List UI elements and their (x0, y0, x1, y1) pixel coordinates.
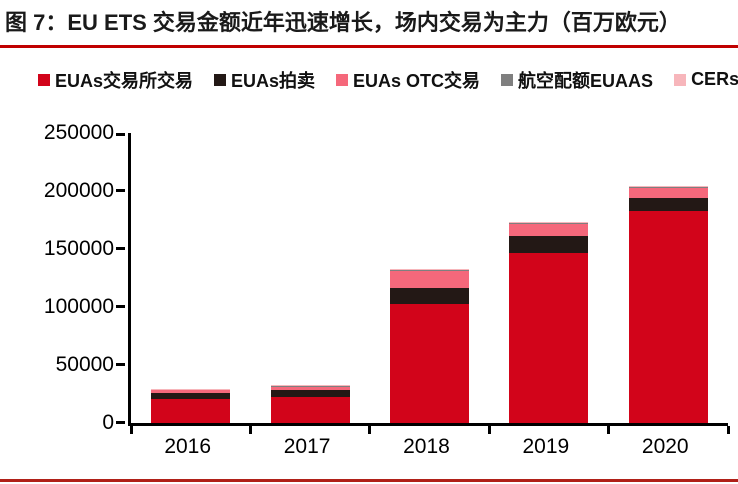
legend-label: CERs (691, 69, 738, 90)
legend-swatch-icon (501, 73, 514, 86)
bar-segment (628, 185, 708, 188)
bar-column-2017 (250, 385, 369, 423)
y-axis-label: 0 (102, 411, 114, 435)
legend-item: EUAs拍卖 (214, 67, 315, 93)
legend-swatch-icon (336, 73, 349, 86)
chart-plot (128, 132, 730, 434)
x-axis-label: 2016 (164, 434, 212, 458)
bar-segment (628, 187, 708, 199)
bar-segment (628, 198, 708, 212)
bar-segment (389, 270, 469, 289)
bar-segment (270, 397, 350, 423)
bar-segment (509, 222, 589, 224)
bar-segment (389, 304, 469, 423)
figure-bottom-rule (0, 479, 738, 482)
y-axis-label: 50000 (55, 353, 114, 377)
legend-label: 航空配额EUAAS (518, 70, 654, 91)
x-axis-tick (607, 425, 611, 434)
stacked-bar-2019 (509, 222, 589, 423)
bar-column-2019 (489, 222, 608, 423)
bar-segment (151, 393, 231, 399)
x-axis-tick (368, 425, 372, 434)
stacked-bar-2020 (628, 185, 708, 423)
y-axis-tick (116, 305, 125, 309)
legend-swatch-icon (214, 73, 227, 86)
x-axis-label: 2017 (283, 434, 331, 458)
x-axis-tick (129, 425, 133, 434)
bar-segment (389, 288, 469, 305)
bar-segment (151, 389, 231, 391)
legend-swatch-icon (38, 73, 50, 86)
bar-segment (270, 390, 350, 398)
x-axis-label: 2019 (522, 434, 570, 458)
y-axis-label: 150000 (43, 237, 114, 261)
legend-item: EUAs交易所交易 (38, 67, 193, 93)
x-axis-label: 2018 (403, 434, 450, 458)
bar-segment (509, 223, 589, 236)
bar-segment (151, 390, 231, 394)
bar-segment (270, 386, 350, 391)
figure-title: 图 7：EU ETS 交易金额近年迅速增长，场内交易为主力（百万欧元） (0, 0, 738, 48)
bar-segment (389, 269, 469, 271)
bar-segment (509, 253, 589, 423)
bar-segment (151, 398, 231, 423)
stacked-bar-2017 (270, 385, 350, 423)
chart-area: 0 50000 100000 150000 200000 250000 (44, 122, 730, 434)
legend-item: 航空配额EUAAS (501, 67, 653, 93)
x-axis-tick (487, 425, 491, 434)
bar-segment (270, 385, 350, 387)
y-axis-tick (116, 189, 125, 193)
y-axis-label: 100000 (43, 295, 114, 319)
bar-segment (509, 235, 589, 254)
bar-segment (628, 211, 708, 423)
y-axis-tick (116, 421, 125, 425)
bar-column-2018 (370, 269, 489, 423)
legend-label: EUAs OTC交易 (353, 70, 481, 91)
stacked-bar-2016 (151, 389, 231, 423)
bar-column-2020 (609, 185, 728, 423)
x-axis-tick (726, 425, 730, 434)
x-axis-label: 2020 (641, 434, 689, 458)
y-axis-tick (116, 363, 125, 367)
legend-item: EUAs OTC交易 (336, 67, 480, 93)
chart-legend: EUAs交易所交易 EUAs拍卖 EUAs OTC交易 航空配额EUAAS CERs (38, 67, 738, 93)
bar-column-2016 (131, 389, 250, 423)
stacked-bar-2018 (389, 269, 469, 423)
legend-label: EUAs交易所交易 (55, 70, 194, 91)
y-axis-label: 250000 (43, 121, 114, 145)
x-axis-labels: 2016 2017 2018 2019 2020 (128, 435, 725, 459)
y-axis-tick (116, 132, 125, 136)
legend-item: CERs (674, 69, 738, 90)
y-axis-tick (116, 247, 125, 251)
x-axis-tick (248, 425, 252, 434)
y-axis-label: 200000 (43, 179, 114, 203)
legend-swatch-icon (674, 73, 687, 86)
legend-label: EUAs拍卖 (231, 70, 316, 91)
